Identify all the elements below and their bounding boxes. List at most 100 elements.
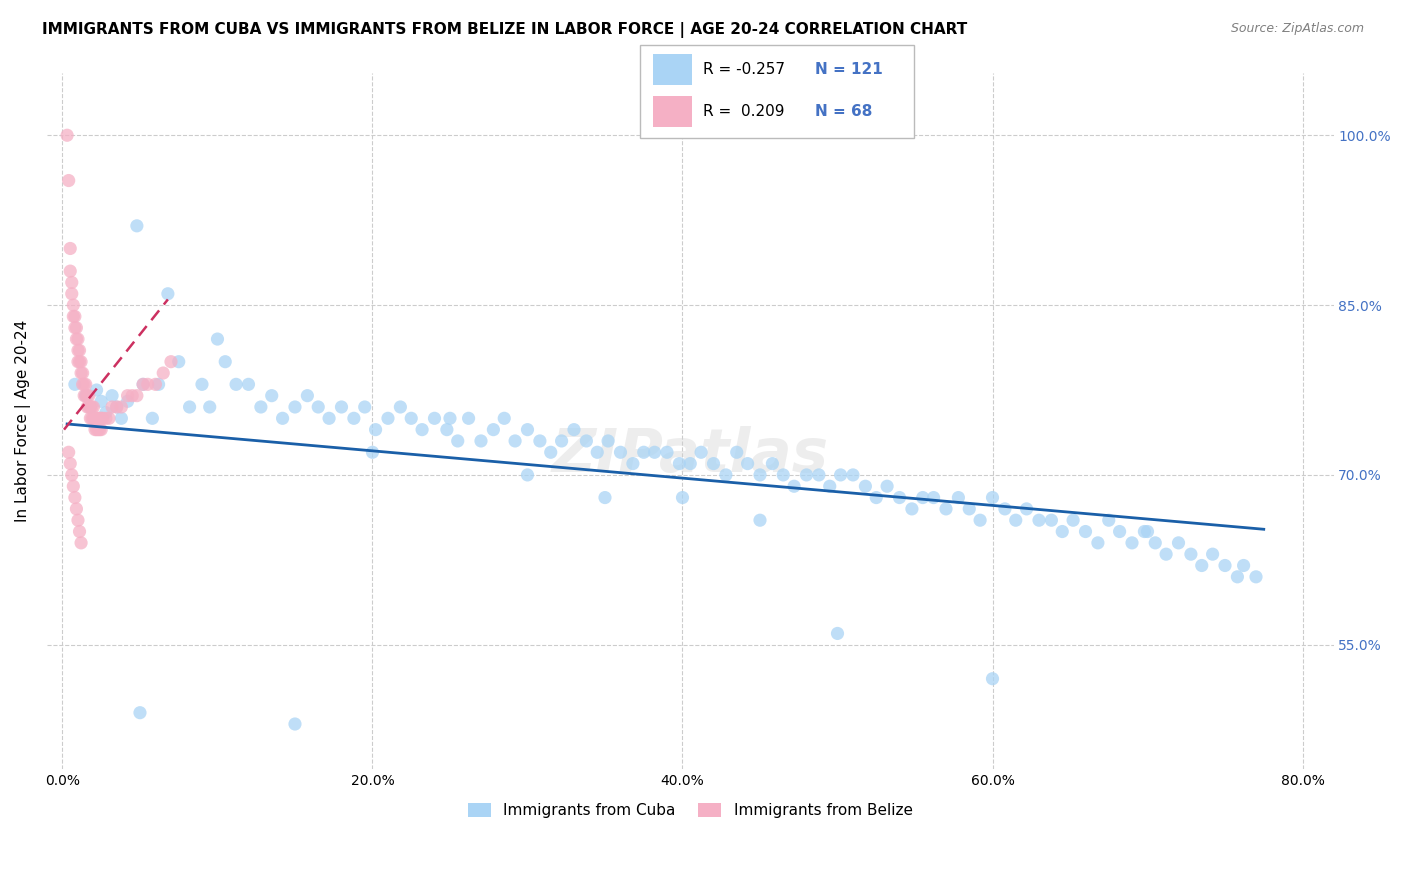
Point bbox=[399, 411, 422, 425]
Point bbox=[179, 400, 201, 414]
Point bbox=[1015, 502, 1038, 516]
Point bbox=[436, 423, 458, 437]
Point bbox=[79, 400, 101, 414]
Point bbox=[725, 445, 748, 459]
Point bbox=[494, 411, 516, 425]
Point bbox=[1154, 547, 1177, 561]
Point bbox=[411, 423, 433, 437]
Point bbox=[63, 491, 86, 505]
Point bbox=[110, 411, 132, 425]
Point bbox=[62, 298, 84, 312]
Point bbox=[79, 400, 101, 414]
Point bbox=[1144, 536, 1167, 550]
Point bbox=[761, 457, 783, 471]
Point bbox=[87, 411, 110, 425]
Point bbox=[60, 467, 83, 482]
Point bbox=[58, 173, 80, 187]
Point bbox=[271, 411, 294, 425]
Point bbox=[75, 377, 97, 392]
Point bbox=[80, 400, 103, 414]
Point bbox=[207, 332, 229, 346]
Point bbox=[69, 524, 91, 539]
Point bbox=[70, 354, 93, 368]
Point bbox=[70, 366, 93, 380]
Point bbox=[783, 479, 806, 493]
Point bbox=[343, 411, 366, 425]
Point bbox=[889, 491, 911, 505]
Point bbox=[65, 332, 87, 346]
Point bbox=[62, 310, 84, 324]
Point bbox=[1213, 558, 1236, 573]
Point bbox=[842, 467, 865, 482]
Y-axis label: In Labor Force | Age 20-24: In Labor Force | Age 20-24 bbox=[15, 320, 31, 523]
Point bbox=[86, 423, 108, 437]
Point bbox=[125, 389, 148, 403]
Point bbox=[80, 411, 103, 425]
Point bbox=[593, 491, 616, 505]
Point bbox=[935, 502, 957, 516]
Point bbox=[575, 434, 598, 448]
Point bbox=[89, 411, 111, 425]
Point bbox=[981, 491, 1004, 505]
Point bbox=[447, 434, 470, 448]
Point bbox=[818, 479, 841, 493]
Point bbox=[94, 411, 117, 425]
Point bbox=[125, 219, 148, 233]
Point bbox=[250, 400, 273, 414]
Point bbox=[690, 445, 713, 459]
Point bbox=[79, 411, 101, 425]
Text: N = 68: N = 68 bbox=[815, 104, 873, 119]
Point bbox=[63, 377, 86, 392]
Point bbox=[1108, 524, 1130, 539]
Point bbox=[84, 411, 107, 425]
Point bbox=[148, 377, 170, 392]
Point bbox=[1040, 513, 1063, 527]
Point bbox=[82, 411, 104, 425]
Point bbox=[84, 423, 107, 437]
Point bbox=[668, 457, 690, 471]
Text: ZIPatlas: ZIPatlas bbox=[551, 426, 828, 485]
Point bbox=[86, 411, 108, 425]
Point bbox=[110, 400, 132, 414]
Point bbox=[73, 377, 96, 392]
Point bbox=[75, 389, 97, 403]
Point bbox=[59, 242, 82, 256]
Point bbox=[540, 445, 562, 459]
Point bbox=[87, 423, 110, 437]
Point bbox=[596, 434, 619, 448]
Point bbox=[69, 354, 91, 368]
Point bbox=[82, 400, 104, 414]
Point bbox=[72, 366, 94, 380]
Text: IMMIGRANTS FROM CUBA VS IMMIGRANTS FROM BELIZE IN LABOR FORCE | AGE 20-24 CORREL: IMMIGRANTS FROM CUBA VS IMMIGRANTS FROM … bbox=[42, 22, 967, 38]
Point bbox=[69, 343, 91, 358]
Point bbox=[66, 354, 89, 368]
Point bbox=[307, 400, 329, 414]
Point bbox=[830, 467, 852, 482]
Point bbox=[156, 286, 179, 301]
Point bbox=[550, 434, 572, 448]
Point bbox=[516, 467, 538, 482]
Point bbox=[91, 411, 114, 425]
Point bbox=[1201, 547, 1223, 561]
Point bbox=[56, 128, 79, 143]
Point bbox=[503, 434, 526, 448]
Point bbox=[1226, 570, 1249, 584]
Point bbox=[948, 491, 970, 505]
Legend: Immigrants from Cuba, Immigrants from Belize: Immigrants from Cuba, Immigrants from Be… bbox=[461, 797, 918, 824]
Point bbox=[98, 411, 121, 425]
Point bbox=[1133, 524, 1156, 539]
Point bbox=[633, 445, 655, 459]
Point bbox=[969, 513, 991, 527]
Point bbox=[145, 377, 167, 392]
Point bbox=[132, 377, 155, 392]
Point bbox=[117, 389, 139, 403]
Point bbox=[66, 343, 89, 358]
Point bbox=[86, 383, 108, 397]
Text: Source: ZipAtlas.com: Source: ZipAtlas.com bbox=[1230, 22, 1364, 36]
Point bbox=[63, 310, 86, 324]
Point bbox=[66, 513, 89, 527]
Point bbox=[214, 354, 236, 368]
Point bbox=[749, 467, 772, 482]
Point bbox=[981, 672, 1004, 686]
Point bbox=[671, 491, 693, 505]
